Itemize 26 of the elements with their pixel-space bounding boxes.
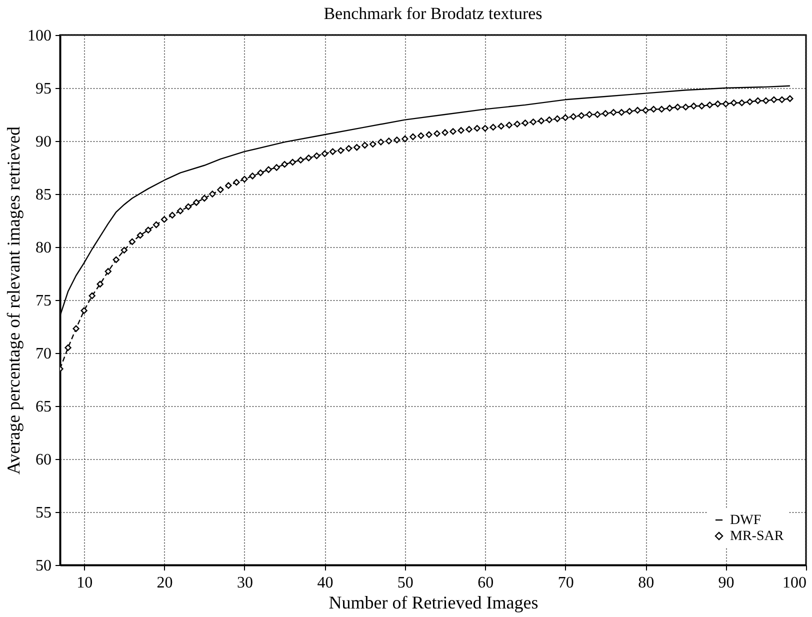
y-tick-label: 65 [36,398,52,416]
x-tick-label: 100 [782,574,806,592]
x-tick-label: 80 [638,574,654,592]
y-tick-label: 75 [36,292,52,310]
legend-label: MR-SAR [730,529,784,544]
y-axis-title: Average percentage of relevant images retrieved [4,126,24,474]
x-tick-label: 10 [76,574,93,592]
y-tick-label: 55 [36,504,52,522]
y-tick-label: 95 [36,80,52,98]
y-tick-label: 50 [36,558,52,574]
y-tick-label: 85 [36,186,52,204]
x-tick-label: 60 [478,574,494,592]
x-tick-label: 30 [236,574,253,592]
x-tick-label: 90 [718,574,734,592]
chart-title: Benchmark for Brodatz textures [324,4,542,23]
x-tick-label: 40 [317,574,334,592]
y-tick-label: 60 [36,452,52,468]
y-tick-label: 100 [28,28,52,44]
y-tick-label: 80 [36,240,52,256]
x-axis-title: Number of Retrieved Images [328,592,538,612]
x-tick-label: 70 [558,574,574,592]
y-tick-label: 70 [36,346,52,362]
y-tick-label: 90 [36,134,52,150]
legend-label: DWF [730,513,762,528]
x-tick-label: 20 [156,574,173,592]
x-tick-label: 50 [397,574,414,592]
